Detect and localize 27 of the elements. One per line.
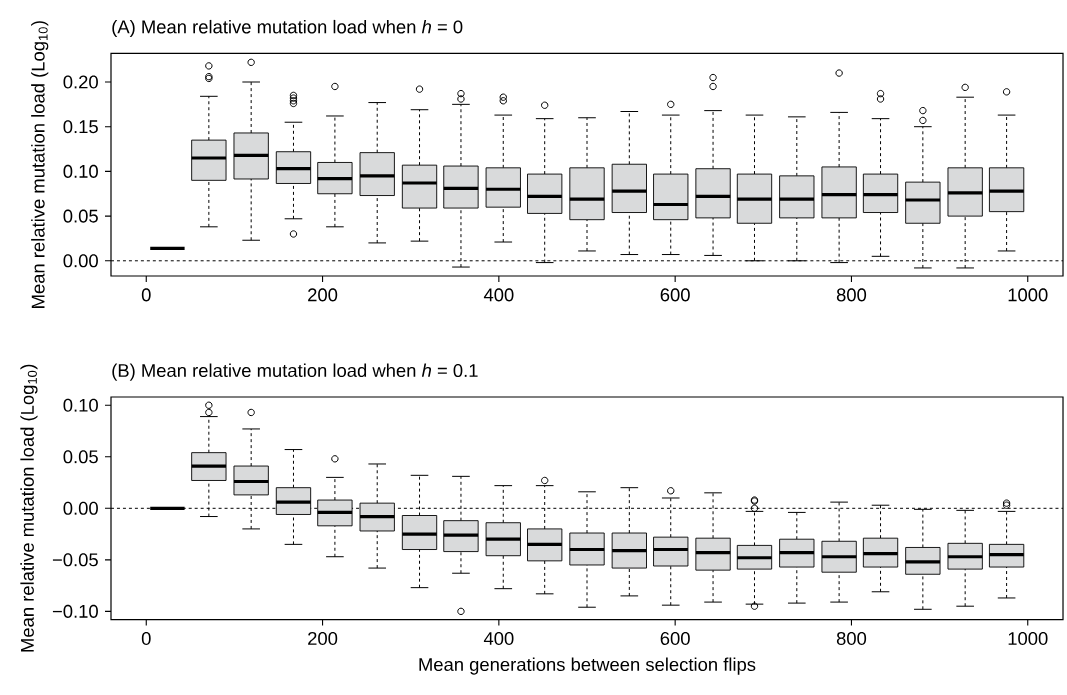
x-tick-label: 200 xyxy=(308,288,338,302)
x-tick-label: 1000 xyxy=(1008,288,1048,302)
y-tick-label: 0.15 xyxy=(63,120,98,134)
y-tick-label: 0.00 xyxy=(63,254,98,268)
x-tick-label: 400 xyxy=(483,631,514,645)
x-tick-label: 0 xyxy=(141,288,151,302)
y-tick-label: 0.05 xyxy=(63,209,98,223)
chart-title: (A) Mean relative mutation load when h = 0 xyxy=(112,19,463,38)
y-tick-label: 0.05 xyxy=(63,450,98,464)
y-tick-label: 0.20 xyxy=(63,75,98,89)
chart-title: (B) Mean relative mutation load when h = 0.1 xyxy=(112,363,478,381)
x-tick-label: 400 xyxy=(483,288,514,302)
y-tick-label: −0.05 xyxy=(52,553,98,567)
y-axis-title: Mean relative mutation load (Log$_{10}$) xyxy=(20,364,38,652)
y-tick-label: 0.10 xyxy=(63,398,98,412)
y-tick-label: −0.10 xyxy=(52,604,98,618)
x-tick-label: 1000 xyxy=(1008,631,1048,645)
x-tick-label: 0 xyxy=(141,631,151,645)
x-tick-label: 600 xyxy=(660,631,690,645)
y-tick-label: 0.10 xyxy=(63,164,98,178)
x-tick-label: 800 xyxy=(836,288,867,302)
y-axis-title: Mean relative mutation load (Log$_{10}$) xyxy=(31,21,49,308)
x-tick-label: 200 xyxy=(308,631,338,645)
x-axis-title: Mean generations between selection flips xyxy=(419,657,756,675)
y-tick-label: 0.00 xyxy=(63,501,98,515)
x-tick-label: 600 xyxy=(660,288,690,302)
x-tick-label: 800 xyxy=(836,631,867,645)
